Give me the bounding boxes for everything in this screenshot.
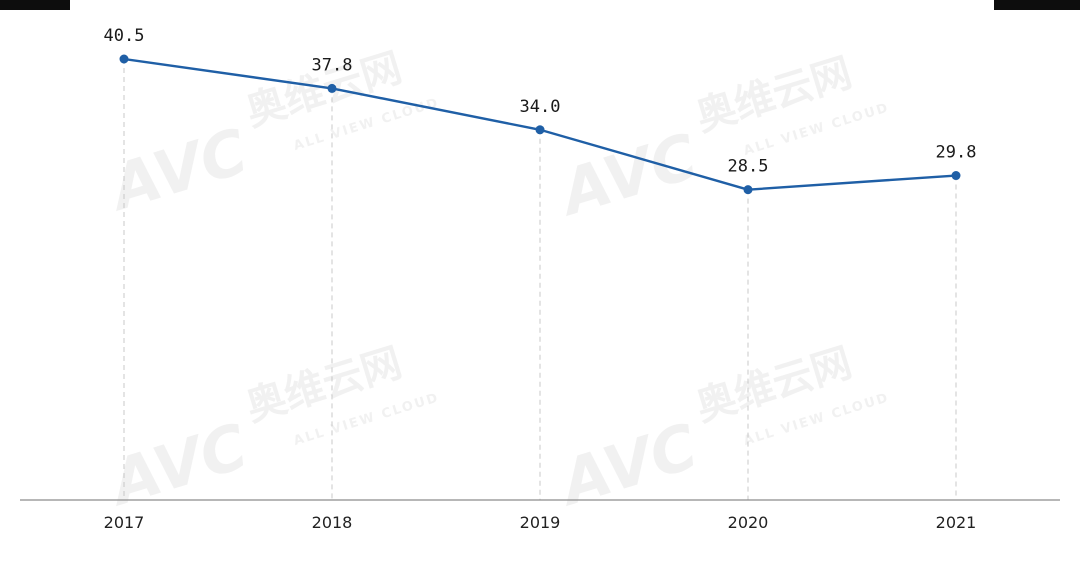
data-point-2021 <box>951 171 961 181</box>
data-label: 29.8 <box>936 143 977 163</box>
data-label: 34.0 <box>520 97 561 117</box>
watermark-logo: AVC <box>98 114 255 225</box>
data-point-2020 <box>743 185 753 195</box>
data-point-2018 <box>327 83 337 93</box>
x-tick-labels: 2017 2018 2019 2020 2021 <box>104 513 977 532</box>
data-label: 37.8 <box>312 55 353 75</box>
x-tick-label: 2018 <box>312 513 353 532</box>
vertical-gridlines <box>123 59 957 500</box>
x-tick-label: 2021 <box>936 513 977 532</box>
corner-bar-right <box>994 0 1080 10</box>
corner-bar-left <box>0 0 70 10</box>
series-layer <box>119 54 961 195</box>
data-point-2017 <box>119 54 129 64</box>
data-label: 40.5 <box>104 26 145 46</box>
watermark-logo: AVC <box>548 409 705 520</box>
data-label: 28.5 <box>728 157 769 177</box>
data-point-2019 <box>535 125 545 135</box>
watermark-logo: AVC <box>98 409 255 520</box>
x-tick-label: 2020 <box>728 513 769 532</box>
x-tick-label: 2019 <box>520 513 561 532</box>
x-tick-label: 2017 <box>104 513 145 532</box>
watermark-logo: AVC <box>548 119 705 230</box>
data-labels: 40.5 37.8 34.0 28.5 29.8 <box>104 26 977 177</box>
